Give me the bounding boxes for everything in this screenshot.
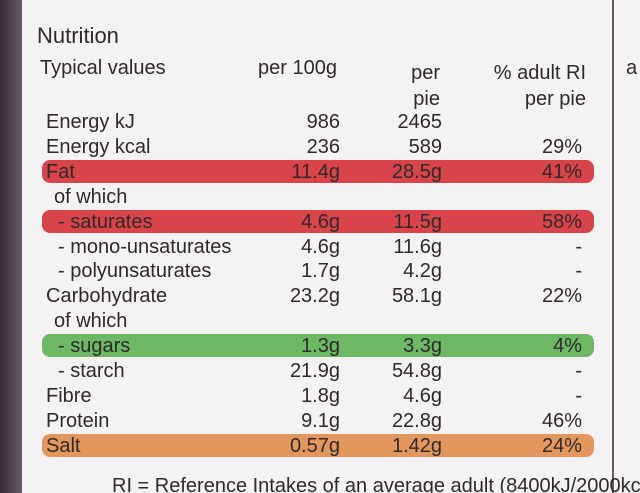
highlight-bar <box>42 209 594 233</box>
row-label: Fibre <box>46 384 92 407</box>
header-cut: a <box>626 57 638 79</box>
row-label: - sugars <box>58 335 131 358</box>
ri-value: 24% <box>541 434 582 457</box>
highlight-bar <box>42 159 594 183</box>
per-pie-value: 3.3g <box>403 335 442 358</box>
ri-value: - <box>575 235 582 258</box>
row-label: Carbohydrate <box>46 285 168 308</box>
ri-value: - <box>575 360 582 382</box>
per-pie-value: 54.8g <box>391 360 442 382</box>
ri-value: 58% <box>541 210 582 233</box>
per-pie-value: 589 <box>408 135 442 158</box>
per-pie-value: 11.6g <box>393 235 442 258</box>
per-100g-value: 23.2g <box>289 285 340 308</box>
ri-value: 4% <box>553 335 582 358</box>
per-100g-value: 236 <box>306 135 340 158</box>
highlight-bar <box>42 334 594 358</box>
row-label: Protein <box>46 409 110 432</box>
row-label: of which <box>54 185 128 208</box>
per-pie-value: 1.42g <box>391 434 442 457</box>
ri-value: - <box>575 260 582 283</box>
per-100g-value: 4.6g <box>301 210 340 233</box>
row-label: - mono-unsaturates <box>58 235 232 258</box>
header-per-100g: per 100g <box>258 57 337 79</box>
row-label: Salt <box>46 434 81 457</box>
ri-value: - <box>575 384 582 407</box>
per-100g-value: 1.8g <box>301 384 340 407</box>
box-edge <box>0 0 22 493</box>
per-100g-value: 4.6g <box>301 235 340 258</box>
per-pie-value: 11.5g <box>393 210 442 233</box>
per-100g-value: 9.1g <box>301 409 340 432</box>
per-100g-value: 1.3g <box>301 335 340 358</box>
row-label: Energy kcal <box>46 135 151 158</box>
header-per-pie: per pie <box>411 62 440 110</box>
header-label: Typical values <box>40 57 166 79</box>
header-ri: % adult RI per pie <box>493 62 586 110</box>
panel-divider <box>612 0 614 493</box>
row-label: - saturates <box>58 210 153 233</box>
highlight-bar <box>42 433 594 457</box>
per-pie-value: 4.6g <box>403 384 442 407</box>
per-100g-value: 11.4g <box>291 160 340 183</box>
ri-value: 22% <box>541 285 582 308</box>
footer: RI = Reference Intakes of an average adu… <box>112 475 640 493</box>
ri-value: 46% <box>541 409 582 432</box>
row-label: Energy kJ <box>46 111 135 133</box>
title: Nutrition <box>37 23 119 48</box>
per-pie-value: 22.8g <box>391 409 442 432</box>
per-100g-value: 986 <box>306 111 340 133</box>
per-pie-value: 58.1g <box>391 285 442 308</box>
row-label: of which <box>54 310 128 333</box>
per-100g-value: 21.9g <box>289 360 340 382</box>
per-pie-value: 4.2g <box>403 260 442 283</box>
row-label: - starch <box>58 360 125 382</box>
per-pie-value: 28.5g <box>391 160 442 183</box>
per-100g-value: 0.57g <box>289 434 340 457</box>
per-pie-value: 2465 <box>397 111 443 133</box>
per-100g-value: 1.7g <box>301 260 340 283</box>
ri-value: 41% <box>541 160 582 183</box>
row-label: - polyunsaturates <box>58 260 212 283</box>
ri-value: 29% <box>541 135 582 158</box>
row-label: Fat <box>46 160 75 183</box>
